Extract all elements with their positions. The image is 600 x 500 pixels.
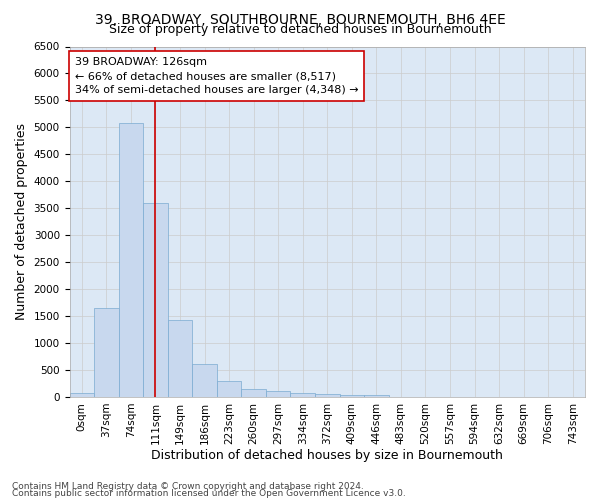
- Bar: [364, 396, 389, 397]
- Bar: [143, 203, 168, 397]
- Bar: [94, 308, 119, 397]
- Text: Contains public sector information licensed under the Open Government Licence v3: Contains public sector information licen…: [12, 489, 406, 498]
- Bar: [119, 124, 143, 397]
- Bar: [290, 393, 315, 397]
- Bar: [266, 391, 290, 397]
- Bar: [192, 364, 217, 397]
- Bar: [168, 320, 192, 397]
- Bar: [340, 395, 364, 397]
- Text: Size of property relative to detached houses in Bournemouth: Size of property relative to detached ho…: [109, 22, 491, 36]
- X-axis label: Distribution of detached houses by size in Bournemouth: Distribution of detached houses by size …: [151, 450, 503, 462]
- Text: 39 BROADWAY: 126sqm
← 66% of detached houses are smaller (8,517)
34% of semi-det: 39 BROADWAY: 126sqm ← 66% of detached ho…: [74, 57, 358, 95]
- Y-axis label: Number of detached properties: Number of detached properties: [15, 123, 28, 320]
- Bar: [70, 393, 94, 397]
- Bar: [217, 382, 241, 397]
- Text: Contains HM Land Registry data © Crown copyright and database right 2024.: Contains HM Land Registry data © Crown c…: [12, 482, 364, 491]
- Text: 39, BROADWAY, SOUTHBOURNE, BOURNEMOUTH, BH6 4EE: 39, BROADWAY, SOUTHBOURNE, BOURNEMOUTH, …: [95, 12, 505, 26]
- Bar: [241, 389, 266, 397]
- Bar: [315, 394, 340, 397]
